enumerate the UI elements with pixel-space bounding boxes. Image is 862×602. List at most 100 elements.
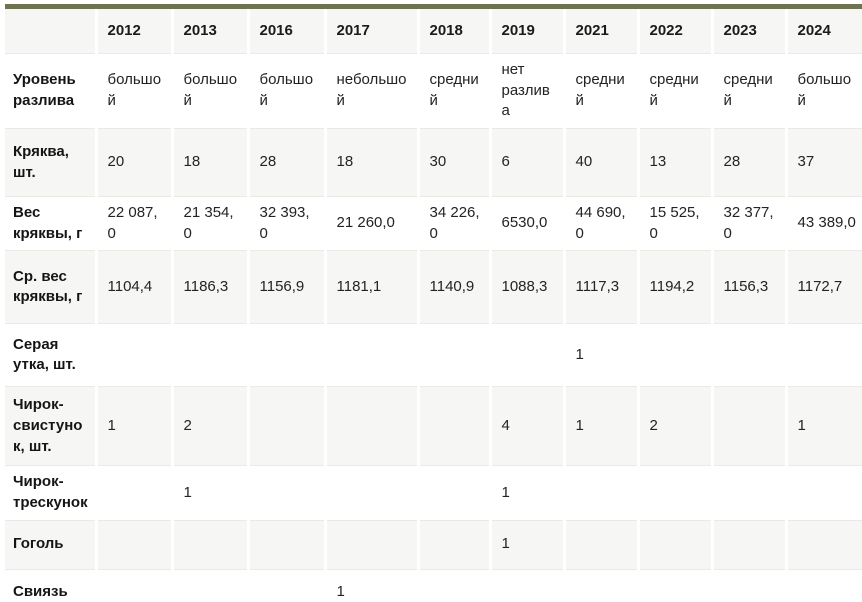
table-cell: 28 — [246, 128, 325, 197]
table-cell: средний — [636, 52, 712, 129]
table-row-goldeneye-count: Гоголь 1 — [5, 519, 862, 570]
table-cell — [636, 568, 712, 602]
table-cell: большой — [170, 52, 248, 129]
table-row-mallard-weight: Вес кряквы, г 22 087,0 21 354,0 32 393,0… — [5, 196, 862, 251]
row-label: Вес кряквы, г — [5, 196, 96, 251]
table-cell: 6 — [488, 128, 564, 197]
table-cell: 22 087,0 — [94, 196, 172, 251]
table-body: Уровень разлива большой большой большой … — [5, 52, 862, 602]
table-cell — [562, 465, 638, 521]
table-cell — [323, 386, 418, 466]
table-cell: 1 — [170, 465, 248, 521]
table-cell: 1186,3 — [170, 250, 248, 324]
table-cell — [170, 568, 248, 602]
table-cell — [710, 465, 786, 521]
table-row-flood-level: Уровень разлива большой большой большой … — [5, 52, 862, 129]
table-cell: 40 — [562, 128, 638, 197]
table-cell: большой — [784, 52, 862, 129]
column-header-2016: 2016 — [246, 6, 325, 54]
table-cell: 1181,1 — [323, 250, 418, 324]
table-cell: 32 377,0 — [710, 196, 786, 251]
table-cell — [323, 519, 418, 570]
table-cell — [246, 323, 325, 387]
table-cell: средний — [416, 52, 490, 129]
table-cell: 1 — [784, 386, 862, 466]
table-cell — [636, 519, 712, 570]
table-cell: 15 525,0 — [636, 196, 712, 251]
table-cell — [636, 323, 712, 387]
table-cell: 1 — [562, 386, 638, 466]
table-cell: 13 — [636, 128, 712, 197]
table-cell — [784, 519, 862, 570]
table-cell — [416, 519, 490, 570]
table-cell: нет разлива — [488, 52, 564, 129]
table-cell — [488, 323, 564, 387]
table-cell: 4 — [488, 386, 564, 466]
table-cell: небольшой — [323, 52, 418, 129]
row-label: Чирок-свистунок, шт. — [5, 386, 96, 466]
table-cell — [416, 568, 490, 602]
table-cell — [710, 519, 786, 570]
column-header-empty — [5, 7, 96, 54]
table-cell — [323, 465, 418, 521]
table-cell — [94, 465, 172, 521]
column-header-2021: 2021 — [562, 6, 638, 54]
column-header-2019: 2019 — [488, 6, 564, 54]
table-cell: 1 — [488, 519, 564, 570]
column-header-2023: 2023 — [710, 6, 786, 54]
table-cell — [170, 323, 248, 387]
table-cell: 1156,3 — [710, 250, 786, 324]
column-header-2017: 2017 — [323, 6, 418, 54]
header-row: 2012 2013 2016 2017 2018 2019 2021 2022 … — [5, 6, 862, 54]
row-label: Кряква, шт. — [5, 128, 96, 197]
table-cell: 28 — [710, 128, 786, 197]
table-cell — [710, 386, 786, 466]
table-cell: 18 — [170, 128, 248, 197]
table-cell: 1104,4 — [94, 250, 172, 324]
table-cell: 6530,0 — [488, 196, 564, 251]
table-cell: 1194,2 — [636, 250, 712, 324]
table-cell: 21 354,0 — [170, 196, 248, 251]
table-cell — [94, 568, 172, 602]
table-cell — [562, 568, 638, 602]
row-label: Ср. вес кряквы, г — [5, 250, 96, 324]
column-header-2013: 2013 — [170, 6, 248, 54]
table-cell: 1 — [94, 386, 172, 466]
table-cell — [636, 465, 712, 521]
table-cell — [323, 323, 418, 387]
table-cell: 2 — [170, 386, 248, 466]
table-cell — [416, 465, 490, 521]
row-label: Уровень разлива — [5, 52, 96, 129]
table-cell: 21 260,0 — [323, 196, 418, 251]
table-cell — [488, 568, 564, 602]
waterfowl-by-year-table: 2012 2013 2016 2017 2018 2019 2021 2022 … — [5, 4, 862, 602]
row-label: Свиязь — [5, 568, 96, 602]
table-cell: 20 — [94, 128, 172, 197]
table-cell: 2 — [636, 386, 712, 466]
table-row-wigeon-count: Свиязь 1 — [5, 568, 862, 602]
table-cell — [784, 568, 862, 602]
table-cell: 32 393,0 — [246, 196, 325, 251]
table-cell — [246, 386, 325, 466]
table-cell — [784, 323, 862, 387]
table-cell: 1117,3 — [562, 250, 638, 324]
table-cell: средний — [562, 52, 638, 129]
row-label: Серая утка, шт. — [5, 323, 96, 387]
table-cell: 34 226,0 — [416, 196, 490, 251]
table-row-gadwall-count: Серая утка, шт. 1 — [5, 323, 862, 387]
table-row-teal-whistler-count: Чирок-свистунок, шт. 1 2 4 1 2 1 — [5, 386, 862, 466]
table-cell — [784, 465, 862, 521]
row-label: Чирок-трескунок — [5, 465, 96, 521]
table-row-mallard-count: Кряква, шт. 20 18 28 18 30 6 40 13 28 37 — [5, 128, 862, 197]
table-cell: 44 690,0 — [562, 196, 638, 251]
table-cell: 1140,9 — [416, 250, 490, 324]
table-cell — [94, 519, 172, 570]
row-label: Гоголь — [5, 519, 96, 570]
column-header-2012: 2012 — [94, 6, 172, 54]
table-cell: 1 — [562, 323, 638, 387]
table-cell: 1 — [488, 465, 564, 521]
table-cell — [416, 323, 490, 387]
column-header-2018: 2018 — [416, 6, 490, 54]
table-cell: 37 — [784, 128, 862, 197]
